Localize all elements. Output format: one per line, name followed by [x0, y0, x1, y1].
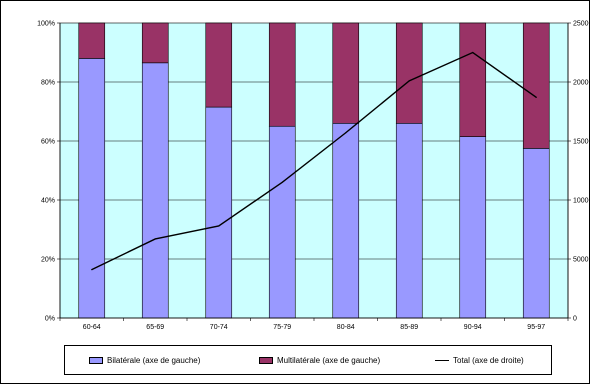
point-total-60-64 [91, 269, 93, 271]
bar-multilaterale-85-89 [395, 22, 423, 124]
right-tick-label: 25000 [573, 21, 590, 28]
bar-bilaterale-95-97 [522, 148, 550, 319]
legend-swatch-bilaterale [89, 356, 103, 364]
point-total-75-79 [281, 181, 283, 183]
bar-multilaterale-75-79 [268, 22, 296, 127]
bar-multilaterale-65-69 [141, 22, 169, 64]
point-total-85-89 [408, 80, 410, 82]
legend: Bilatérale (axe de gauche) Multilatérale… [64, 345, 552, 375]
left-tick-label: 80% [41, 80, 55, 87]
point-total-80-84 [345, 132, 347, 134]
right-tick-label: 20000 [573, 80, 590, 87]
right-tick-label: 15000 [573, 139, 590, 146]
x-tick-label: 75-79 [273, 324, 291, 331]
point-total-95-97 [535, 96, 537, 98]
legend-line-total [435, 359, 449, 361]
bar-bilaterale-65-69 [141, 62, 169, 319]
left-tick-label: 60% [41, 139, 55, 146]
left-tick-label: 20% [41, 257, 55, 264]
bar-bilaterale-90-94 [459, 136, 487, 319]
legend-label-bilaterale: Bilatérale (axe de gauche) [107, 355, 201, 365]
x-tick-label: 95-97 [527, 324, 545, 331]
right-tick-label: 5000 [573, 257, 589, 264]
legend-item-multilaterale: Multilatérale (axe de gauche) [259, 346, 380, 374]
legend-label-multilaterale: Multilatérale (axe de gauche) [277, 355, 381, 365]
x-tick-label: 60-64 [83, 324, 101, 331]
bar-bilaterale-75-79 [268, 125, 296, 319]
line-total [91, 51, 537, 271]
bar-multilaterale-60-64 [78, 22, 106, 59]
legend-swatch-multilaterale [259, 356, 273, 364]
point-total-90-94 [472, 51, 474, 54]
legend-item-total: Total (axe de droite) [435, 346, 524, 374]
right-tick-label: 10000 [573, 198, 590, 205]
bar-bilaterale-60-64 [78, 58, 106, 319]
left-tick-label: 100% [37, 21, 55, 28]
bar-bilaterale-80-84 [332, 123, 360, 319]
total-line [91, 51, 537, 271]
point-total-70-74 [218, 225, 220, 227]
axes: 0% 0 20% 5000 40% 10000 60% 15000 80% 20000 100% 25… [37, 21, 590, 332]
plot-area [59, 22, 569, 319]
bar-multilaterale-70-74 [205, 22, 233, 108]
x-tick-label: 85-89 [400, 324, 418, 331]
legend-item-bilaterale: Bilatérale (axe de gauche) [89, 346, 200, 374]
bar-bilaterale-70-74 [205, 106, 233, 319]
legend-label-total: Total (axe de droite) [453, 355, 524, 365]
x-tick-label: 70-74 [210, 324, 228, 331]
point-total-65-69 [154, 238, 156, 240]
left-tick-label: 40% [41, 198, 55, 205]
x-tick-label: 90-94 [464, 324, 482, 331]
bar-bilaterale-85-89 [395, 123, 423, 319]
x-tick-label: 65-69 [146, 324, 164, 331]
left-tick-label: 0% [45, 316, 55, 323]
bar-multilaterale-80-84 [332, 22, 360, 124]
x-tick-label: 80-84 [337, 324, 355, 331]
right-tick-label: 0 [573, 316, 577, 323]
bar-multilaterale-90-94 [459, 22, 487, 137]
chart-svg: 0% 0 20% 5000 40% 10000 60% 15000 80% 20000 100% 25… [37, 21, 590, 332]
bar-multilaterale-95-97 [522, 22, 550, 149]
